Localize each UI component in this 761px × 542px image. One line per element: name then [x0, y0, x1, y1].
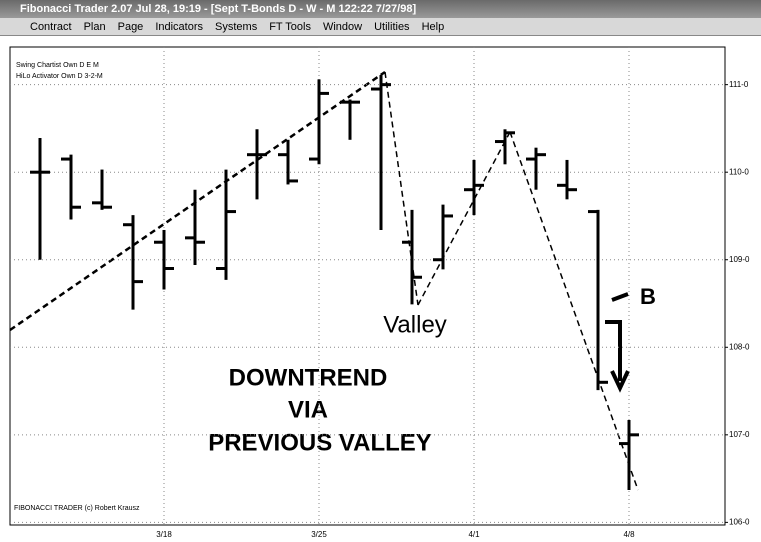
y-tick-label: 111-0: [729, 80, 749, 89]
y-tick-label: 106-0: [729, 517, 750, 526]
y-tick-label: 110-0: [729, 167, 749, 176]
menu-item[interactable]: Utilities: [374, 21, 410, 33]
chart: B Valley DOWNTREND VIA PREVIOUS VALLEY S…: [9, 46, 750, 539]
title-bar: Fibonacci Trader 2.07 Jul 28, 19:19 - [S…: [0, 0, 761, 18]
legend-entry: Swing Chartist Own D E M: [16, 62, 99, 69]
y-tick-label: 109-0: [729, 255, 750, 264]
menu-item[interactable]: Contract: [30, 21, 72, 33]
x-tick-label: 4/8: [623, 530, 635, 539]
y-tick-label: 107-0: [729, 430, 750, 439]
trend-line: [417, 131, 511, 306]
y-tick-label: 108-0: [729, 342, 750, 351]
arrow: [605, 292, 630, 393]
trend-line: [9, 70, 386, 332]
x-tick-label: 3/25: [311, 530, 327, 539]
menu-bar: Contract Plan Page Indicators Systems FT Tool…: [0, 18, 761, 36]
menu-item[interactable]: Page: [117, 21, 144, 33]
legend-entry: HiLo Activator Own D 3-2-M: [16, 73, 103, 80]
x-tick-label: 3/18: [156, 530, 172, 539]
annotation: PREVIOUS VALLEY: [208, 429, 432, 456]
menu-item[interactable]: Systems: [215, 21, 258, 33]
footer: FIBONACCI TRADER (c) Robert Krausz: [14, 505, 140, 512]
menu-item[interactable]: FT Tools: [269, 21, 311, 33]
menu-item[interactable]: Window: [322, 21, 363, 33]
trend-line: [509, 131, 639, 491]
trend-lines: [9, 70, 639, 491]
annotation: DOWNTREND: [229, 364, 388, 391]
menu-item[interactable]: Help: [421, 21, 445, 33]
annotation: VIA: [288, 396, 328, 423]
plot-frame: [9, 46, 726, 526]
annotation: B: [640, 284, 656, 309]
x-tick-label: 4/1: [468, 530, 480, 539]
menu-item[interactable]: Indicators: [155, 21, 204, 33]
annotation: Valley: [383, 311, 447, 338]
menu-item[interactable]: Plan: [83, 21, 106, 33]
